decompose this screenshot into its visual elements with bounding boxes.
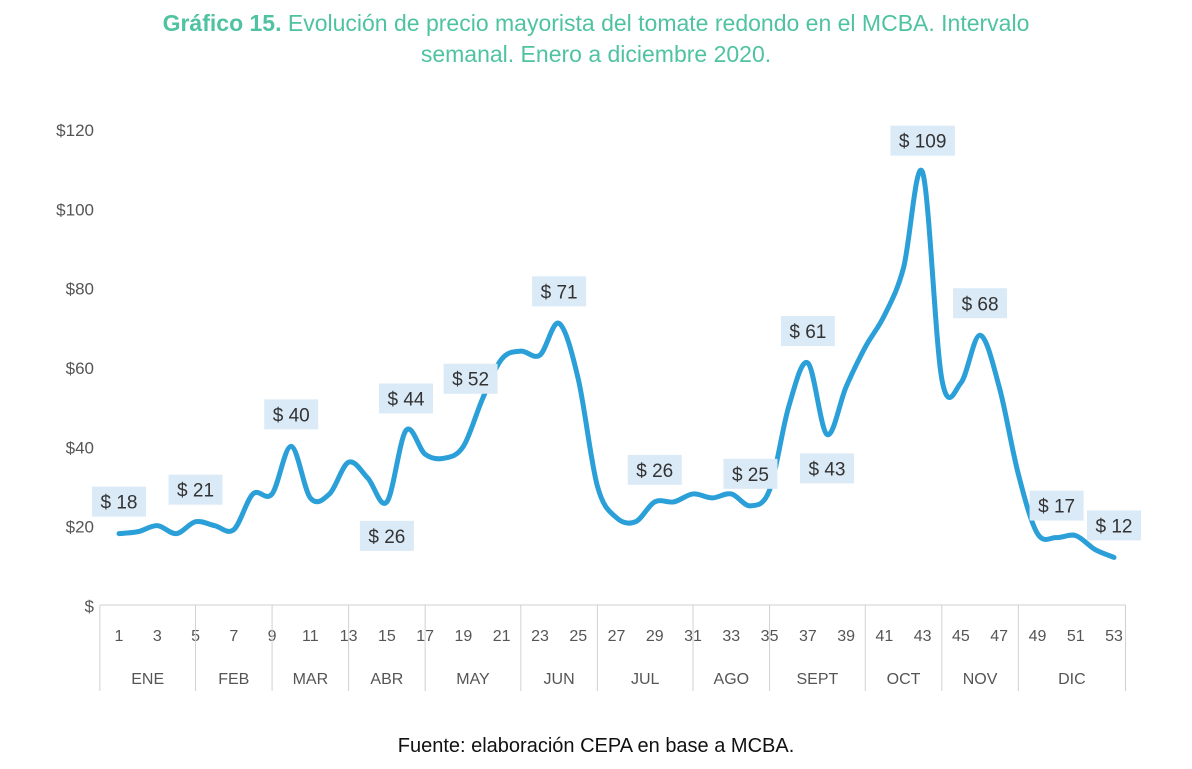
- data-label-text: $ 25: [732, 465, 769, 486]
- month-label: NOV: [963, 671, 998, 688]
- data-label: $ 25: [723, 458, 778, 489]
- x-tick-label: 39: [837, 628, 855, 645]
- title-bold: Gráfico 15.: [162, 10, 282, 36]
- data-label-text: $ 52: [452, 370, 489, 391]
- month-label: MAR: [293, 671, 329, 688]
- data-label-text: $ 71: [541, 282, 578, 303]
- data-label-bg: [168, 474, 223, 505]
- x-tick-label: 37: [799, 628, 817, 645]
- series-line: [116, 167, 1117, 560]
- x-tick-label: 45: [952, 628, 970, 645]
- x-tick-label: 53: [1105, 628, 1123, 645]
- data-label-text: $ 12: [1096, 516, 1133, 537]
- month-label: OCT: [887, 671, 921, 688]
- x-tick-label: 43: [914, 628, 932, 645]
- data-label-text: $ 26: [368, 527, 405, 548]
- data-label: $ 52: [443, 363, 498, 394]
- data-label: $ 26: [627, 454, 682, 485]
- title-line-1: Gráfico 15. Evolución de precio mayorist…: [0, 8, 1192, 39]
- y-tick-label: $100: [56, 200, 94, 219]
- data-label: $ 40: [264, 399, 319, 430]
- y-tick-label: $: [85, 597, 95, 616]
- data-label-bg: [1029, 490, 1084, 521]
- data-label-bg: [443, 363, 498, 394]
- data-label: $ 71: [532, 276, 587, 307]
- y-axis: $ $20 $40 $60 $80 $100 $120: [56, 121, 94, 616]
- data-label: $ 12: [1087, 510, 1141, 541]
- data-label-bg: [359, 520, 414, 551]
- data-label-text: $ 109: [899, 132, 947, 153]
- data-label: $ 43: [799, 453, 854, 484]
- data-label: $ 17: [1029, 490, 1084, 521]
- data-label: $ 18: [92, 486, 146, 517]
- data-label: $ 44: [379, 383, 434, 414]
- data-label: $ 61: [780, 316, 835, 347]
- data-label-bg: [799, 453, 854, 484]
- data-label-bg: [780, 316, 835, 347]
- month-label: MAY: [456, 671, 490, 688]
- month-label: SEPT: [797, 671, 839, 688]
- data-label: $ 68: [953, 288, 1008, 319]
- x-tick-label: 3: [153, 628, 162, 645]
- x-tick-label: 11: [302, 628, 319, 645]
- chart-title: Gráfico 15. Evolución de precio mayorist…: [0, 8, 1192, 70]
- data-labels: $ 18 $ 21 $ 40 $ 26 $ 44 $ 52 $ 71 $ 26 $ 25 $ 61…: [92, 125, 1141, 551]
- data-label-bg: [264, 399, 319, 430]
- x-tick-label: 1: [115, 628, 124, 645]
- data-label-bg: [627, 454, 682, 485]
- data-label-text: $ 44: [388, 389, 425, 410]
- data-label-bg: [723, 458, 778, 489]
- month-label: FEB: [218, 671, 249, 688]
- data-label: $ 109: [890, 125, 955, 156]
- y-tick-label: $80: [66, 280, 94, 299]
- data-label-text: $ 68: [962, 294, 999, 315]
- x-tick-label: 47: [990, 628, 1008, 645]
- price-series: [116, 167, 1117, 560]
- month-label: JUL: [631, 671, 660, 688]
- month-label: DIC: [1058, 671, 1086, 688]
- data-label-text: $ 18: [101, 493, 138, 514]
- month-label: ENE: [131, 671, 164, 688]
- x-tick-label: 33: [722, 628, 740, 645]
- data-label-text: $ 17: [1038, 497, 1075, 518]
- y-tick-label: $40: [66, 438, 94, 457]
- data-label: $ 21: [168, 474, 223, 505]
- month-label: AGO: [714, 671, 750, 688]
- source-note: Fuente: elaboración CEPA en base a MCBA.: [397, 735, 795, 757]
- line-chart: $$20$40$60$80$100$120 1 3 5 7 9 11 13 15 17 19 21 2…: [56, 121, 1141, 691]
- data-label-text: $ 43: [808, 459, 845, 480]
- x-tick-label: 7: [229, 628, 238, 645]
- y-tick-label: $120: [56, 121, 94, 140]
- x-tick-label: 29: [646, 628, 664, 645]
- data-label-bg: [953, 288, 1008, 319]
- data-label-text: $ 40: [273, 405, 310, 426]
- x-tick-label: 27: [608, 628, 626, 645]
- title-text-1: Evolución de precio mayorista del tomate…: [287, 10, 1030, 36]
- y-tick-label: $20: [66, 518, 94, 537]
- month-label: ABR: [370, 671, 403, 688]
- x-tick-label: 19: [455, 628, 473, 645]
- x-tick-label: 15: [378, 628, 396, 645]
- x-tick-label: 21: [493, 628, 511, 645]
- y-tick-label: $60: [66, 359, 94, 378]
- x-tick-label: 49: [1029, 628, 1047, 645]
- data-label-bg: [532, 276, 587, 307]
- title-text-2: semanal. Enero a diciembre 2020.: [420, 41, 772, 67]
- x-axis: 1 3 5 7 9 11 13 15 17 19 21 23 25 27 29 31 33 35 37 39 41 43 4…: [99, 604, 1126, 691]
- x-tick-label: 41: [875, 628, 893, 645]
- x-tick-label: 25: [569, 628, 587, 645]
- data-label: $ 26: [359, 520, 414, 551]
- data-label-bg: [890, 125, 955, 156]
- x-tick-label: 23: [531, 628, 549, 645]
- x-tick-label: 51: [1067, 628, 1085, 645]
- data-label-bg: [379, 383, 434, 414]
- data-label-bg: [92, 486, 146, 517]
- data-label-bg: [1087, 510, 1141, 541]
- month-label: JUN: [544, 671, 575, 688]
- data-label-text: $ 26: [636, 461, 673, 482]
- data-label-text: $ 21: [177, 481, 214, 502]
- data-label-text: $ 61: [789, 322, 826, 343]
